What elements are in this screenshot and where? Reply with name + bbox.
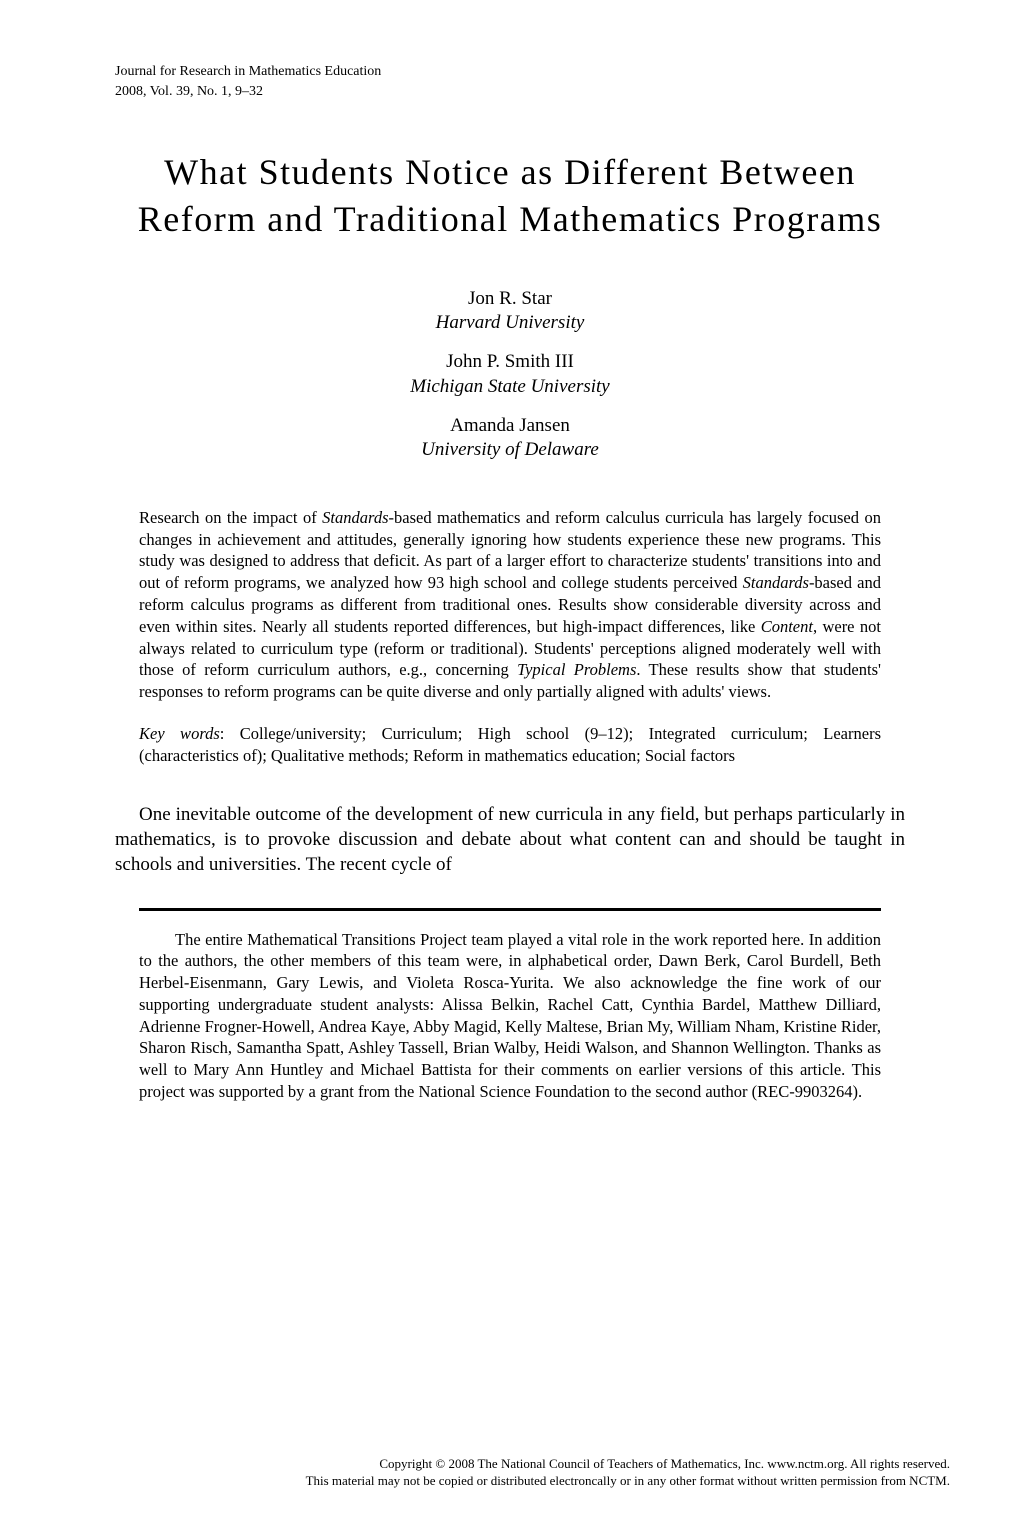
copyright-footer: Copyright © 2008 The National Council of… [0,1455,1020,1490]
author-group: Amanda Jansen University of Delaware [115,414,905,463]
abstract-italic: Content [761,617,813,636]
keywords-label: Key words [139,724,220,743]
acknowledgment: The entire Mathematical Transitions Proj… [139,929,881,1103]
author-name: Amanda Jansen [115,414,905,439]
journal-header: Journal for Research in Mathematics Educ… [115,62,905,101]
authors-block: Jon R. Star Harvard University John P. S… [115,287,905,463]
article-title: What Students Notice as Different Betwee… [115,149,905,243]
abstract-italic: Typical Problems [517,660,636,679]
author-affiliation: Michigan State University [115,375,905,400]
author-name: John P. Smith III [115,350,905,375]
copyright-line1: Copyright © 2008 The National Council of… [0,1455,950,1473]
abstract-italic: Standards [322,508,388,527]
author-group: Jon R. Star Harvard University [115,287,905,336]
section-divider [139,908,881,911]
abstract-italic: Standards [743,573,809,592]
copyright-line2: This material may not be copied or distr… [0,1472,950,1490]
keywords: Key words: College/university; Curriculu… [139,723,881,767]
author-affiliation: Harvard University [115,311,905,336]
keywords-text: : College/university; Curriculum; High s… [139,724,881,765]
abstract-text: Research on the impact of [139,508,322,527]
journal-citation: 2008, Vol. 39, No. 1, 9–32 [115,82,905,102]
abstract: Research on the impact of Standards-base… [139,507,881,703]
author-name: Jon R. Star [115,287,905,312]
author-group: John P. Smith III Michigan State Univers… [115,350,905,399]
journal-name: Journal for Research in Mathematics Educ… [115,62,905,82]
body-paragraph: One inevitable outcome of the developmen… [115,802,905,877]
author-affiliation: University of Delaware [115,438,905,463]
